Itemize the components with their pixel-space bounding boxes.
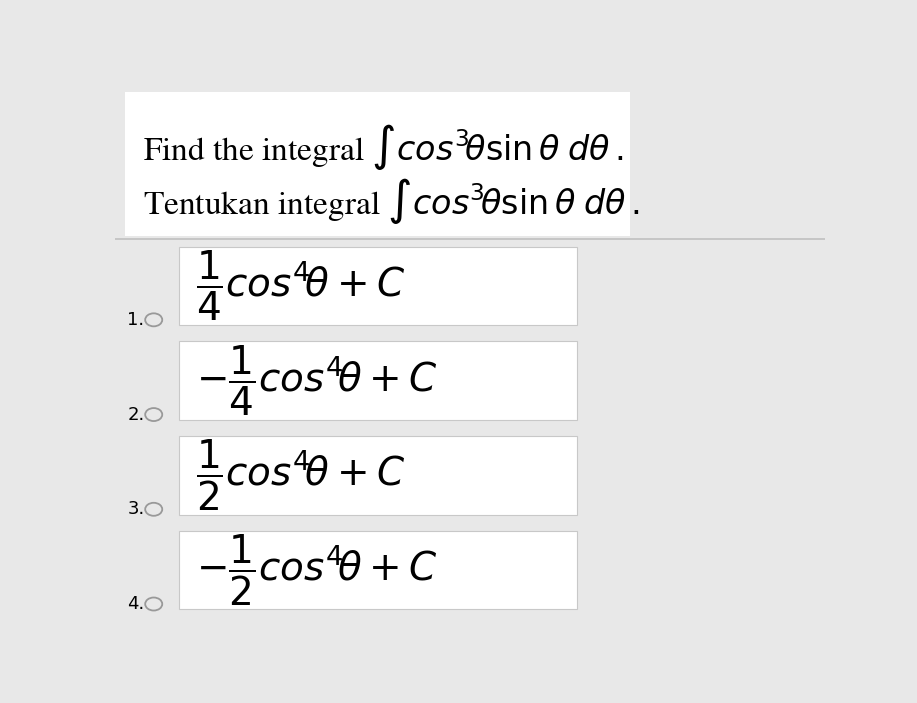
Text: Tentukan integral $\int \mathit{cos}^{3}\!\theta \sin \theta \; d\theta\,.$: Tentukan integral $\int \mathit{cos}^{3}… [143,176,640,226]
Text: $\dfrac{1}{2}\mathit{cos}^{4}\!\theta + C$: $\dfrac{1}{2}\mathit{cos}^{4}\!\theta + … [196,438,406,513]
Text: Find the integral $\int \mathit{cos}^{3}\!\theta \sin \theta \; d\theta\,.$: Find the integral $\int \mathit{cos}^{3}… [143,122,624,172]
FancyBboxPatch shape [179,247,577,325]
Text: $-\dfrac{1}{4}\mathit{cos}^{4}\!\theta + C$: $-\dfrac{1}{4}\mathit{cos}^{4}\!\theta +… [196,344,438,418]
FancyBboxPatch shape [179,342,577,420]
Text: 3.: 3. [127,501,145,518]
Text: 2.: 2. [127,406,145,424]
Text: 1.: 1. [127,311,145,329]
Text: $\dfrac{1}{4}\mathit{cos}^{4}\!\theta + C$: $\dfrac{1}{4}\mathit{cos}^{4}\!\theta + … [196,249,406,323]
Text: $-\dfrac{1}{2}\mathit{cos}^{4}\!\theta + C$: $-\dfrac{1}{2}\mathit{cos}^{4}\!\theta +… [196,533,438,608]
FancyBboxPatch shape [179,436,577,515]
Text: 4.: 4. [127,595,145,613]
FancyBboxPatch shape [126,93,630,236]
FancyBboxPatch shape [179,531,577,610]
